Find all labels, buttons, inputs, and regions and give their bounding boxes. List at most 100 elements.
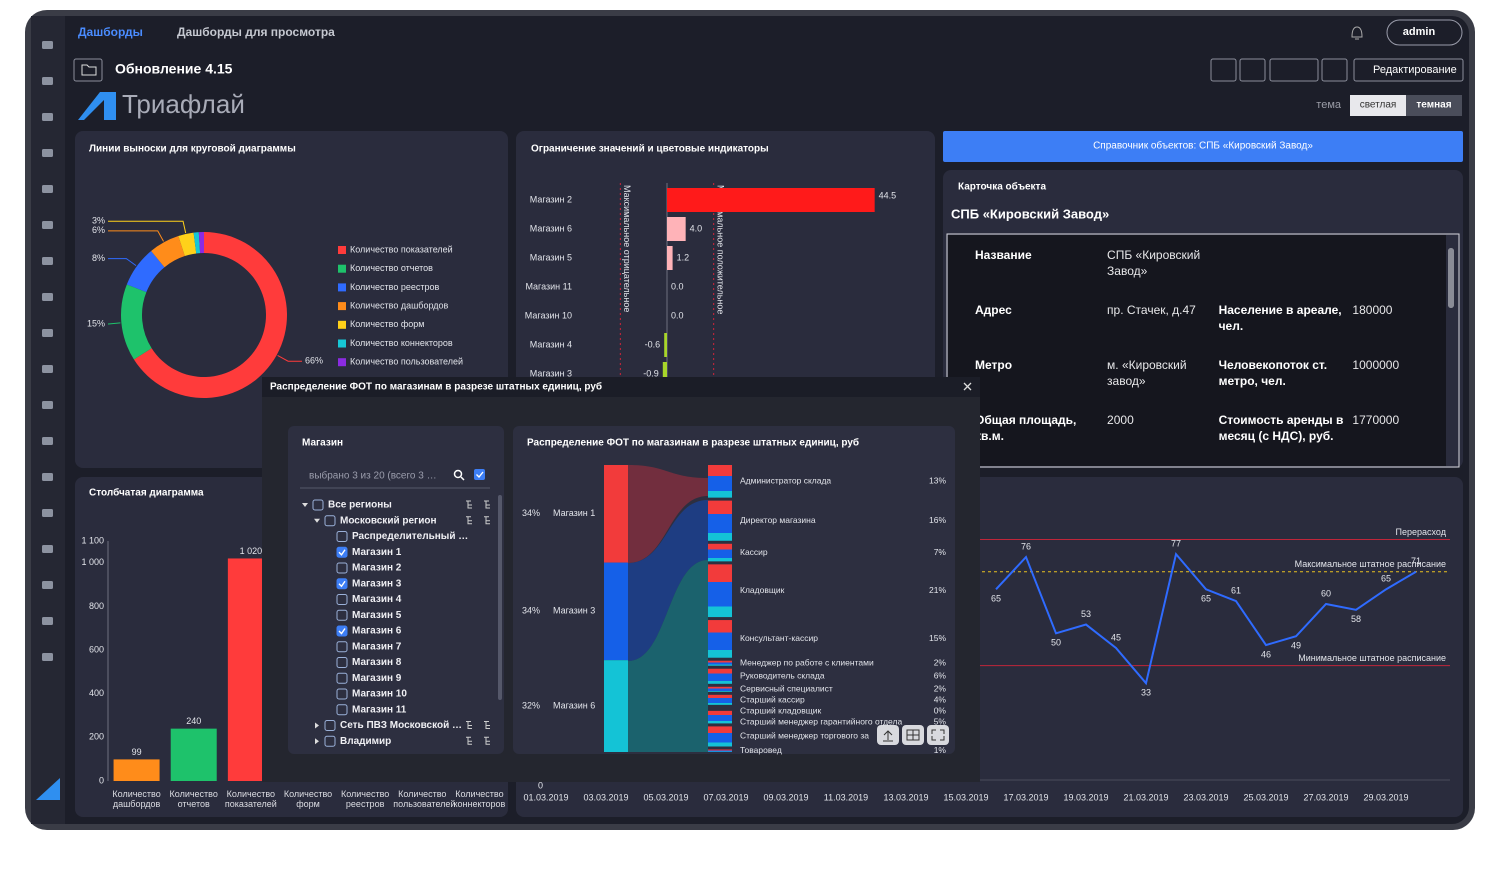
pie-slice xyxy=(151,236,185,268)
reference-label: Минимальное штатное расписание xyxy=(1298,653,1446,663)
theme-option[interactable] xyxy=(1406,95,1462,116)
bell-icon[interactable] xyxy=(1351,26,1363,40)
sidebar-icon[interactable] xyxy=(42,545,53,553)
y-tick-label: Магазин 10 xyxy=(525,310,572,320)
legend-label: Количество пользователей xyxy=(350,357,463,367)
y-tick-label: Магазин 5 xyxy=(530,252,572,262)
point-label: 71 xyxy=(1411,556,1421,566)
value-label: 4.0 xyxy=(690,223,703,233)
x-tick-label: 11.03.2019 xyxy=(824,792,868,802)
sidebar-icon[interactable] xyxy=(42,257,53,265)
folder-icon xyxy=(81,64,97,76)
sidebar-icon[interactable] xyxy=(42,473,53,481)
sidebar-icon[interactable] xyxy=(42,185,53,193)
dashboard-title: Обновление 4.15 xyxy=(115,61,233,77)
sidebar-icon[interactable] xyxy=(42,437,53,445)
scrollbar[interactable] xyxy=(1448,248,1454,308)
chart-title: Столбчатая диаграмма xyxy=(89,487,204,499)
value-label: -0.9 xyxy=(643,368,659,378)
value-label: 1.2 xyxy=(677,252,690,262)
theme-label: тема xyxy=(1316,99,1342,111)
sidebar-icon[interactable] xyxy=(42,581,53,589)
x-tick-label: 19.03.2019 xyxy=(1063,792,1108,802)
x-tick-label: 13.03.2019 xyxy=(883,792,928,802)
point-label: 53 xyxy=(1081,609,1091,619)
x-tick-label: 27.03.2019 xyxy=(1303,792,1348,802)
y-tick-label: 600 xyxy=(89,644,104,654)
sidebar-icon[interactable] xyxy=(42,365,53,373)
panel xyxy=(516,477,1463,817)
legend-swatch xyxy=(338,320,346,329)
y-tick-label: 1 100 xyxy=(81,535,104,545)
bar xyxy=(227,558,274,781)
sidebar-icon[interactable] xyxy=(42,509,53,517)
nav-tab[interactable]: Дашборды для просмотра xyxy=(177,25,335,39)
sidebar-icon[interactable] xyxy=(42,149,53,157)
x-tick-label: 29.03.2019 xyxy=(1363,792,1408,802)
point-label: 46 xyxy=(1261,649,1271,659)
x-tick-label: 17.03.2019 xyxy=(1003,792,1048,802)
value-label: 0.0 xyxy=(671,281,684,291)
legend-swatch xyxy=(338,339,346,348)
y-tick-label: Магазин 6 xyxy=(530,223,572,233)
logo-mark xyxy=(78,92,116,120)
directory-button[interactable] xyxy=(943,131,1463,162)
x-tick-label: 07.03.2019 xyxy=(703,792,748,802)
pie-label: 66% xyxy=(305,356,323,366)
folder-button[interactable] xyxy=(73,58,103,82)
point-label: 61 xyxy=(1231,585,1241,595)
legend-swatch xyxy=(338,283,346,292)
sidebar-icon[interactable] xyxy=(42,401,53,409)
edit-button-label: Редактирование xyxy=(1373,64,1457,76)
sidebar-icon[interactable] xyxy=(42,221,53,229)
x-tick-label: 03.03.2019 xyxy=(583,792,628,802)
theme-option[interactable] xyxy=(1350,95,1406,116)
y-tick-label: 0 xyxy=(538,780,543,790)
point-label: 76 xyxy=(1021,541,1031,551)
sidebar-icon[interactable] xyxy=(42,617,53,625)
nav-tab[interactable]: Дашборды xyxy=(78,25,143,39)
pie-label: 8% xyxy=(92,253,105,263)
reference-label: Максимальное отрицательное xyxy=(622,185,632,312)
refresh-button[interactable] xyxy=(1269,58,1319,82)
bar xyxy=(664,333,667,357)
edit-button[interactable] xyxy=(1353,58,1464,82)
export-button[interactable] xyxy=(1210,58,1237,82)
pie-label: 6% xyxy=(92,225,105,235)
leader-line xyxy=(108,322,121,325)
value-label: 44.5 xyxy=(879,190,897,200)
legend-swatch xyxy=(338,302,346,311)
value-label: -0.6 xyxy=(645,339,661,349)
point-label: 33 xyxy=(1141,688,1151,698)
reference-label: Перерасход xyxy=(1396,527,1447,537)
y-tick-label: Магазин 3 xyxy=(530,368,572,378)
point-label: 77 xyxy=(1171,539,1181,549)
sidebar xyxy=(31,16,65,824)
legend-label: Количество форм xyxy=(350,319,424,329)
sidebar-icon[interactable] xyxy=(42,329,53,337)
value-label: 0.0 xyxy=(671,310,684,320)
line-series xyxy=(995,551,1417,686)
x-tick-label: 09.03.2019 xyxy=(763,792,808,802)
point-label: 60 xyxy=(1321,588,1331,598)
fullscreen-button[interactable] xyxy=(1321,58,1348,82)
pie-slice xyxy=(178,232,197,257)
sidebar-icon[interactable] xyxy=(42,653,53,661)
y-tick-label: 1 000 xyxy=(81,557,104,567)
legend-label: Количество дашбордов xyxy=(350,300,449,310)
leader-line xyxy=(108,258,137,267)
sidebar-icon[interactable] xyxy=(42,41,53,49)
user-name: admin xyxy=(1403,26,1436,38)
bar xyxy=(170,728,217,781)
print-button[interactable] xyxy=(1239,58,1266,82)
sidebar-icon[interactable] xyxy=(42,77,53,85)
user-button[interactable] xyxy=(1386,19,1463,46)
x-tick-label: 01.03.2019 xyxy=(523,792,568,802)
sidebar-icon[interactable] xyxy=(42,113,53,121)
sidebar-icon[interactable] xyxy=(42,293,53,301)
y-tick-label: 200 xyxy=(89,732,104,742)
x-tick-label: 23.03.2019 xyxy=(1183,792,1228,802)
y-tick-label: 400 xyxy=(89,688,104,698)
chart-title: Ограничение значений и цветовые индикато… xyxy=(531,144,769,155)
